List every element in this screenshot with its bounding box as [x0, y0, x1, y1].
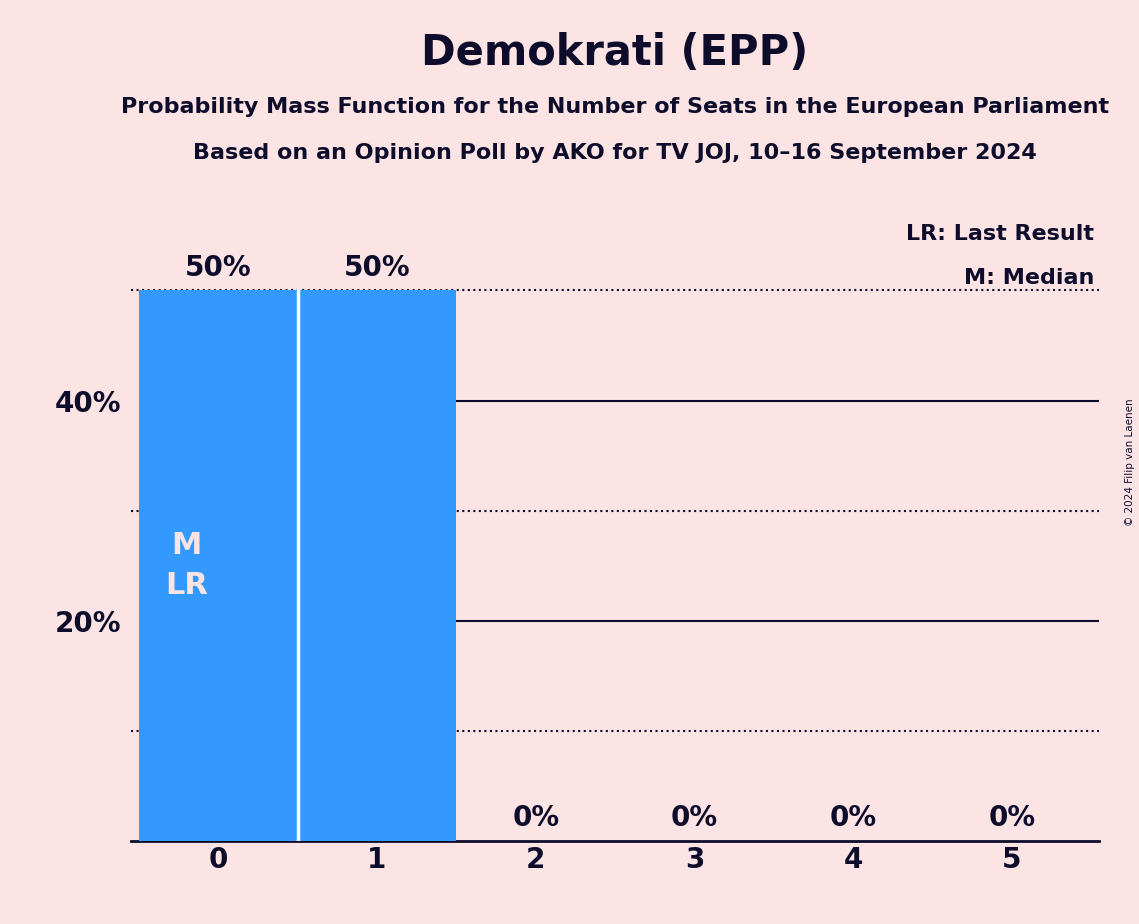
Text: Demokrati (EPP): Demokrati (EPP) — [421, 32, 809, 74]
Text: 0%: 0% — [513, 804, 559, 832]
Text: 0%: 0% — [829, 804, 877, 832]
Text: M: Median: M: Median — [964, 268, 1095, 288]
Text: 50%: 50% — [344, 254, 410, 282]
Text: LR: Last Result: LR: Last Result — [907, 224, 1095, 244]
Bar — [297, 290, 457, 841]
Bar — [139, 290, 297, 841]
Text: 50%: 50% — [185, 254, 252, 282]
Text: 0%: 0% — [989, 804, 1035, 832]
Text: 0%: 0% — [671, 804, 718, 832]
Text: M
LR: M LR — [165, 531, 208, 601]
Text: Probability Mass Function for the Number of Seats in the European Parliament: Probability Mass Function for the Number… — [121, 97, 1109, 117]
Text: © 2024 Filip van Laenen: © 2024 Filip van Laenen — [1125, 398, 1134, 526]
Text: Based on an Opinion Poll by AKO for TV JOJ, 10–16 September 2024: Based on an Opinion Poll by AKO for TV J… — [194, 143, 1036, 164]
